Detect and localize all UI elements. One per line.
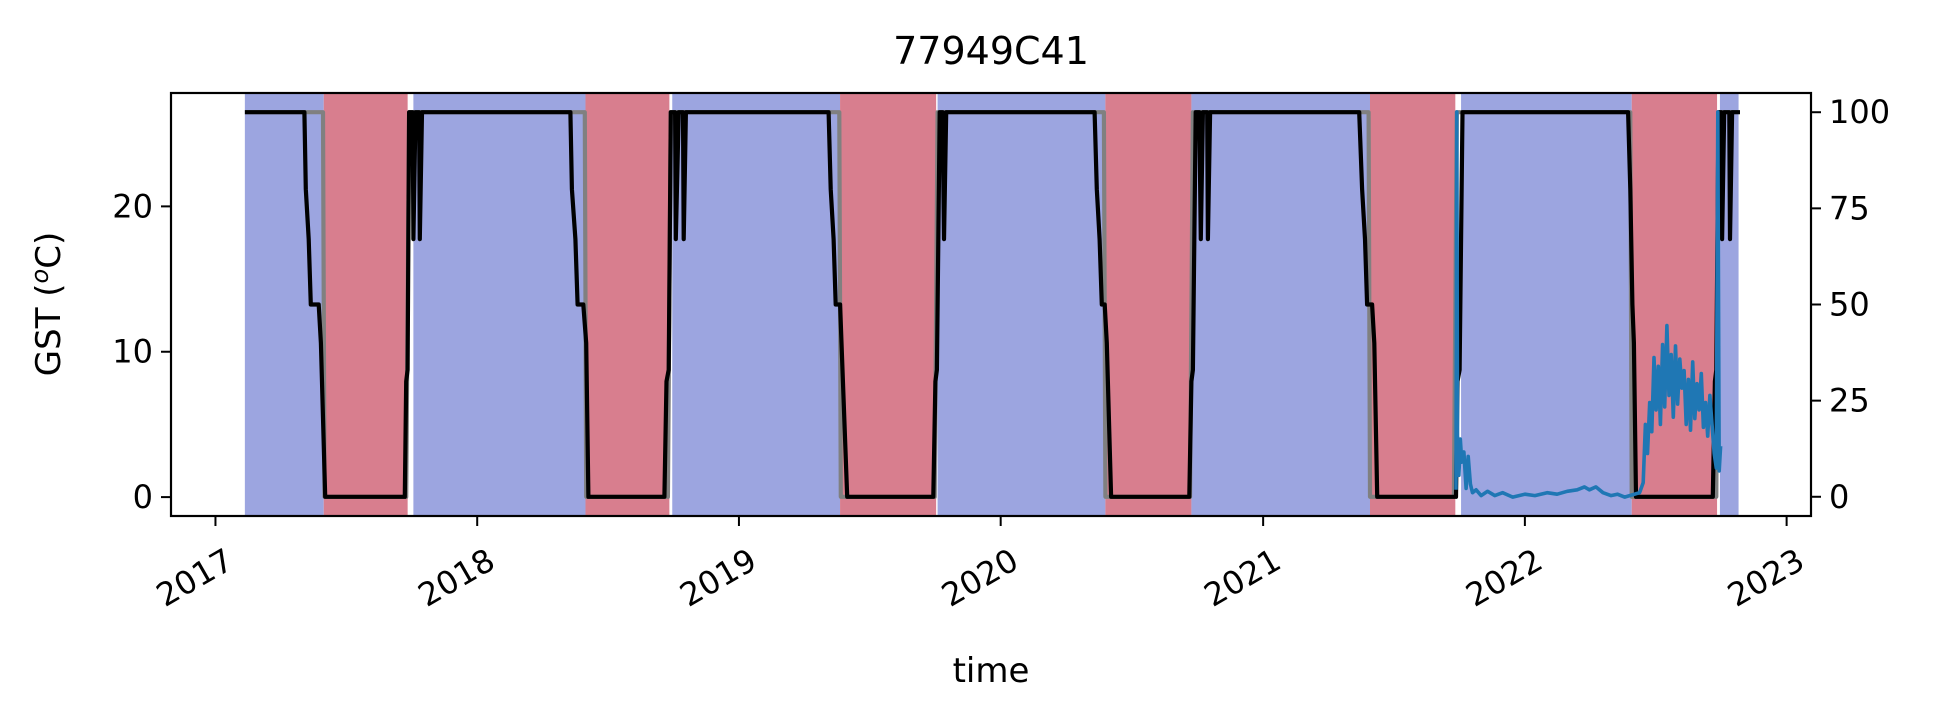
y-left-tick-label: 0 (133, 478, 153, 516)
y-right-tick-label: 75 (1829, 189, 1870, 227)
chart-title: 77949C41 (893, 29, 1089, 73)
shaded-period-red-3 (585, 93, 670, 516)
y-axis-label-left-tail: C) (29, 232, 69, 269)
y-axis-right: 0 25 50 75 100 (1811, 93, 1890, 516)
y-axis-label-left: GST (oC) (26, 232, 69, 376)
y-left-tick-label: 10 (112, 333, 153, 371)
shaded-period-red-5 (840, 93, 937, 516)
plot-content (244, 93, 1740, 516)
y-axis-label-left-main: GST ( (29, 283, 69, 376)
x-axis-label: time (953, 651, 1030, 691)
shaded-period-blue-10 (1461, 93, 1632, 516)
y-axis-label-left-super: o (26, 269, 54, 284)
y-axis-left: 0 10 20 (112, 187, 171, 516)
y-right-tick-label: 0 (1829, 478, 1849, 516)
shaded-period-blue-4 (672, 93, 841, 516)
shaded-period-red-7 (1105, 93, 1192, 516)
series-line-1 (244, 110, 1740, 499)
shaded-period-blue-6 (937, 93, 1106, 516)
plot-area (244, 93, 1740, 516)
y-right-tick-label: 25 (1829, 382, 1870, 420)
shaded-period-blue-8 (1191, 93, 1370, 516)
shaded-period-red-1 (323, 93, 408, 516)
y-right-tick-label: 50 (1829, 286, 1870, 324)
y-right-tick-label: 100 (1829, 93, 1890, 131)
shaded-period-blue-2 (413, 93, 586, 516)
y-left-tick-label: 20 (112, 187, 153, 225)
shaded-period-red-9 (1369, 93, 1456, 516)
series-line-2 (1454, 110, 1723, 499)
